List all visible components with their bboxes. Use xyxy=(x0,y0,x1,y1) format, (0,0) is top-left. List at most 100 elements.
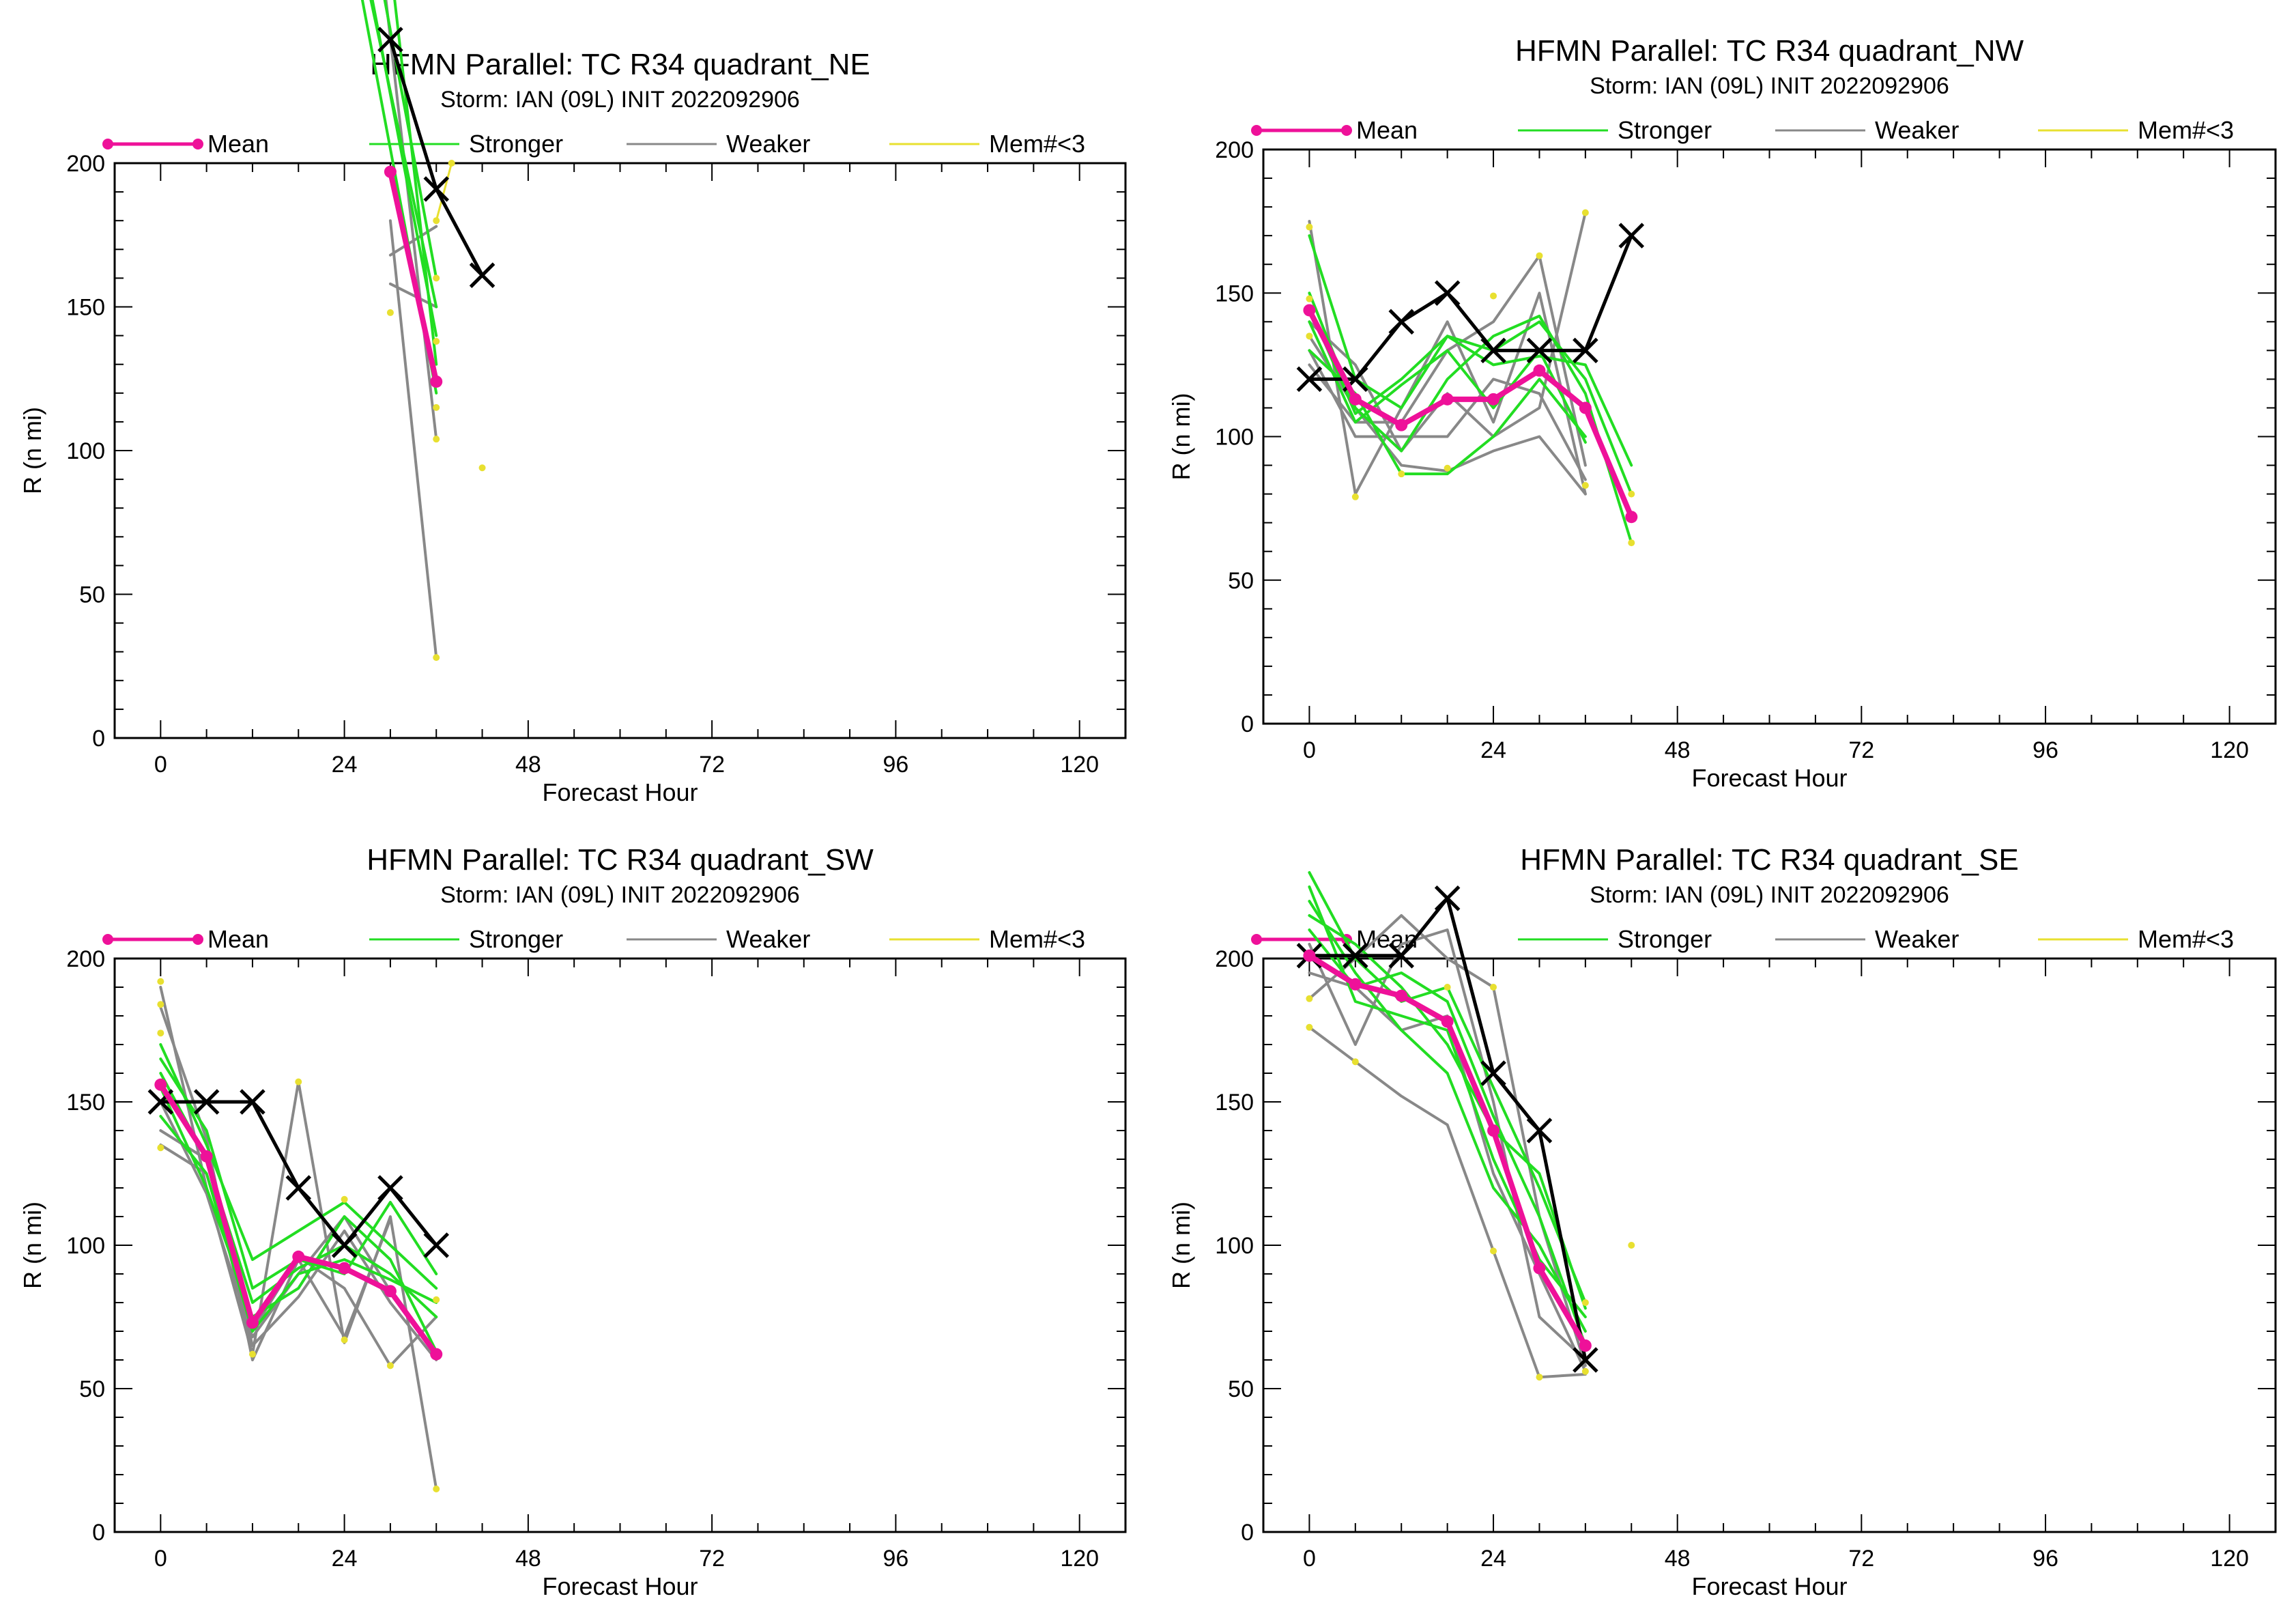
member-point xyxy=(433,403,440,411)
member-point xyxy=(1490,292,1497,300)
member-point xyxy=(433,436,440,443)
x-tick-label: 96 xyxy=(882,1546,908,1572)
y-tick-label: 100 xyxy=(1215,1233,1254,1259)
chart-title: HFMN Parallel: TC R34 quadrant_NW xyxy=(1515,34,2024,68)
mean-point xyxy=(1533,364,1546,377)
member-point xyxy=(1306,295,1313,302)
member-point xyxy=(1351,493,1359,500)
x-tick-label: 96 xyxy=(2033,737,2058,763)
best-track-x-stroke xyxy=(1618,223,1645,249)
stronger-member-line xyxy=(1308,234,1633,496)
y-tick-label: 50 xyxy=(1228,1376,1254,1402)
mean-point xyxy=(246,1316,259,1329)
best-track-marker xyxy=(1434,280,1461,307)
y-tick-label: 100 xyxy=(66,1233,105,1259)
weaker-member-line xyxy=(159,986,438,1490)
mean-point xyxy=(384,1285,397,1298)
few-member-point xyxy=(478,464,486,472)
best-track-x-stroke xyxy=(1526,337,1553,364)
few-member-point xyxy=(448,160,455,167)
mean-point xyxy=(430,375,443,388)
best-track-marker xyxy=(377,27,403,53)
best-track-marker xyxy=(1343,943,1368,969)
x-tick-label: 72 xyxy=(699,1546,725,1572)
best-track-x-stroke xyxy=(1480,1060,1506,1086)
y-tick-label: 0 xyxy=(92,1520,105,1546)
member-point xyxy=(1306,995,1313,1002)
member-point xyxy=(1581,481,1589,489)
member-point xyxy=(1306,223,1313,231)
x-axis-label: Forecast Hour xyxy=(542,1572,698,1600)
best-track-marker xyxy=(1296,366,1323,393)
weaker-member-line xyxy=(159,1101,392,1339)
y-tick-label: 200 xyxy=(66,946,105,972)
legend-marker-mean xyxy=(192,934,203,945)
legend-label-mean: Mean xyxy=(207,925,269,953)
best-track-marker xyxy=(240,1089,266,1115)
best-track-x-stroke xyxy=(1343,943,1368,969)
x-axis-label: Forecast Hour xyxy=(1691,1572,1847,1600)
mean-point xyxy=(1349,393,1362,406)
y-tick-label: 200 xyxy=(1215,137,1254,163)
chart-subtitle: Storm: IAN (09L) INIT 2022092906 xyxy=(1590,882,1949,908)
member-point xyxy=(433,654,440,662)
mean-point xyxy=(1625,511,1638,524)
best-track-x-stroke xyxy=(423,176,449,202)
legend-label-few_members: Mem#<3 xyxy=(2138,925,2234,953)
y-tick-label: 200 xyxy=(1215,946,1254,972)
y-tick-label: 150 xyxy=(1215,281,1254,307)
weaker-member-line xyxy=(1308,349,1587,481)
chart-subtitle: Storm: IAN (09L) INIT 2022092906 xyxy=(1590,73,1949,99)
best-track-x-stroke xyxy=(1388,943,1414,969)
mean-point xyxy=(338,1262,351,1275)
mean-point xyxy=(1487,1124,1500,1137)
chart-title: HFMN Parallel: TC R34 quadrant_SW xyxy=(367,843,874,877)
chart-title: HFMN Parallel: TC R34 quadrant_SE xyxy=(1520,843,2018,877)
stronger-member-line xyxy=(159,1043,438,1290)
y-tick-label: 0 xyxy=(1241,1520,1254,1546)
member-point xyxy=(1490,984,1497,991)
member-point xyxy=(433,274,440,282)
mean-point xyxy=(1487,393,1500,406)
few-member-line xyxy=(435,162,453,222)
stronger-member-line xyxy=(1308,900,1587,1333)
x-tick-label: 48 xyxy=(515,752,541,778)
best-track-x-stroke xyxy=(377,1175,403,1201)
x-tick-label: 72 xyxy=(1848,737,1874,763)
member-point xyxy=(157,1030,164,1037)
x-tick-label: 24 xyxy=(332,1546,358,1572)
panel-3: HFMN Parallel: TC R34 quadrant_SW Storm: … xyxy=(18,843,1127,1600)
mean-point xyxy=(292,1250,305,1263)
x-tick-label: 120 xyxy=(1060,1546,1099,1572)
stronger-member-line xyxy=(1308,292,1633,545)
mean-point xyxy=(154,1078,167,1091)
member-point xyxy=(341,1195,348,1203)
panel-4: HFMN Parallel: TC R34 quadrant_SE Storm: … xyxy=(1167,843,2277,1600)
legend-label-weaker: Weaker xyxy=(726,130,810,158)
legend-marker-mean xyxy=(102,139,113,150)
y-tick-label: 50 xyxy=(79,1376,105,1402)
y-tick-label: 150 xyxy=(66,295,105,321)
best-track-marker xyxy=(1618,223,1645,249)
legend-label-weaker: Weaker xyxy=(1875,925,1959,953)
y-tick-label: 0 xyxy=(92,726,105,752)
legend-marker-mean xyxy=(1341,125,1352,136)
y-tick-label: 50 xyxy=(79,582,105,608)
member-point xyxy=(1398,470,1405,478)
member-point xyxy=(386,309,394,316)
member-point xyxy=(1490,1247,1497,1255)
x-axis-label: Forecast Hour xyxy=(542,778,698,806)
best-track-marker xyxy=(331,1232,358,1258)
member-point xyxy=(433,1486,440,1492)
member-point xyxy=(248,1350,256,1358)
member-point xyxy=(386,1362,394,1369)
x-tick-label: 120 xyxy=(1060,752,1099,778)
x-tick-label: 96 xyxy=(882,752,908,778)
best-track-x-stroke xyxy=(1526,1118,1553,1144)
stronger-member-line xyxy=(1308,914,1587,1310)
legend-marker-mean xyxy=(1251,934,1262,945)
legend-label-stronger: Stronger xyxy=(469,925,563,953)
best-track-x-stroke xyxy=(1573,337,1598,364)
mean-point xyxy=(430,1348,443,1361)
